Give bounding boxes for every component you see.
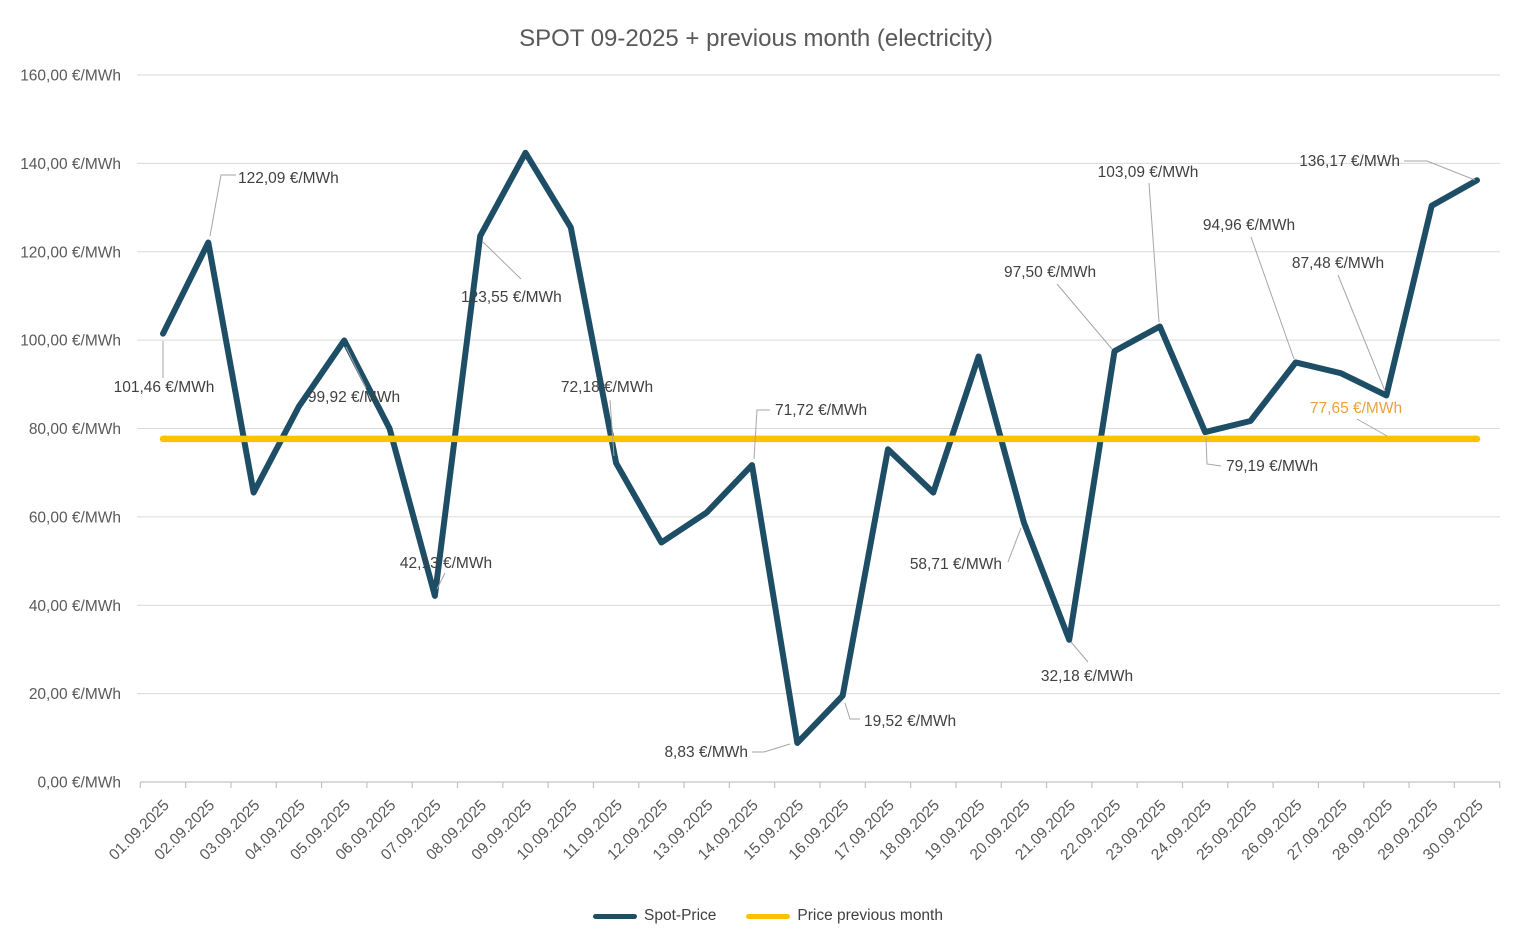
data-label: 32,18 €/MWh [1041, 668, 1133, 685]
data-label: 101,46 €/MWh [114, 379, 215, 396]
leader-line [1337, 274, 1386, 392]
data-label: 19,52 €/MWh [864, 713, 956, 730]
leader-line [844, 702, 860, 720]
leader-line [436, 572, 446, 590]
y-axis-label: 100,00 €/MWh [20, 333, 121, 350]
gridlines [137, 74, 1500, 695]
y-axis-label: 40,00 €/MWh [29, 598, 121, 615]
leader-line [209, 174, 236, 237]
data-label: 72,18 €/MWh [561, 379, 653, 396]
leader-line [1148, 182, 1160, 323]
data-label: 94,96 €/MWh [1203, 217, 1295, 234]
legend-swatch-spot [593, 913, 638, 919]
legend-item-spot: Spot-Price [593, 907, 716, 925]
legend: Spot-Price Price previous month [0, 907, 1536, 925]
data-label: 123,55 €/MWh [461, 289, 562, 306]
leader-line [609, 399, 615, 457]
data-label: 136,17 €/MWh [1299, 153, 1400, 170]
y-axis-label: 140,00 €/MWh [20, 156, 121, 173]
y-axis-label: 20,00 €/MWh [29, 686, 121, 703]
y-axis-label: 0,00 €/MWh [37, 775, 121, 792]
leader-line [1056, 283, 1113, 350]
data-label: 97,50 €/MWh [1004, 264, 1096, 281]
data-label: 87,48 €/MWh [1292, 255, 1384, 272]
chart-title: SPOT 09-2025 + previous month (electrici… [519, 25, 993, 52]
y-axis-label: 60,00 €/MWh [29, 509, 121, 526]
legend-label-spot: Spot-Price [644, 907, 717, 924]
data-label: 8,83 €/MWh [664, 744, 748, 761]
data-label: 103,09 €/MWh [1098, 164, 1199, 181]
leader-line [1404, 160, 1476, 181]
legend-swatch-prev [746, 913, 791, 919]
leader-line [482, 241, 522, 280]
data-label: 122,09 €/MWh [238, 170, 339, 187]
leader-line [752, 743, 791, 753]
legend-label-prev: Price previous month [797, 907, 943, 924]
data-label: 42,13 €/MWh [400, 555, 492, 572]
leader-line [753, 409, 770, 460]
legend-item-prev: Price previous month [746, 907, 943, 925]
leader-line [345, 346, 367, 389]
data-label: 58,71 €/MWh [910, 556, 1002, 573]
leader-line [1250, 236, 1295, 360]
leader-line [1070, 641, 1089, 663]
data-labels: 101,46 €/MWh 122,09 €/MWh 99,92 €/MWh 42,13… [114, 153, 1476, 761]
y-axis-label: 120,00 €/MWh [20, 244, 121, 261]
x-axis-labels: 01.09.202502.09.202503.09.202504.09.2025… [106, 797, 1487, 864]
x-axis [139, 781, 1501, 788]
data-label: 71,72 €/MWh [775, 402, 867, 419]
data-label: 79,19 €/MWh [1226, 458, 1318, 475]
y-axis-label: 80,00 €/MWh [29, 421, 121, 438]
data-label: 77,65 €/MWh [1310, 400, 1402, 417]
leader-line [1356, 418, 1388, 437]
spot-price-line [160, 149, 1480, 746]
y-axis-label: 160,00 €/MWh [20, 68, 121, 85]
data-label: 99,92 €/MWh [308, 389, 400, 406]
y-axis-labels: 0,00 €/MWh 20,00 €/MWh 40,00 €/MWh 60,00 €/… [20, 68, 121, 792]
leader-line [1205, 437, 1222, 467]
leader-line [1007, 527, 1022, 563]
